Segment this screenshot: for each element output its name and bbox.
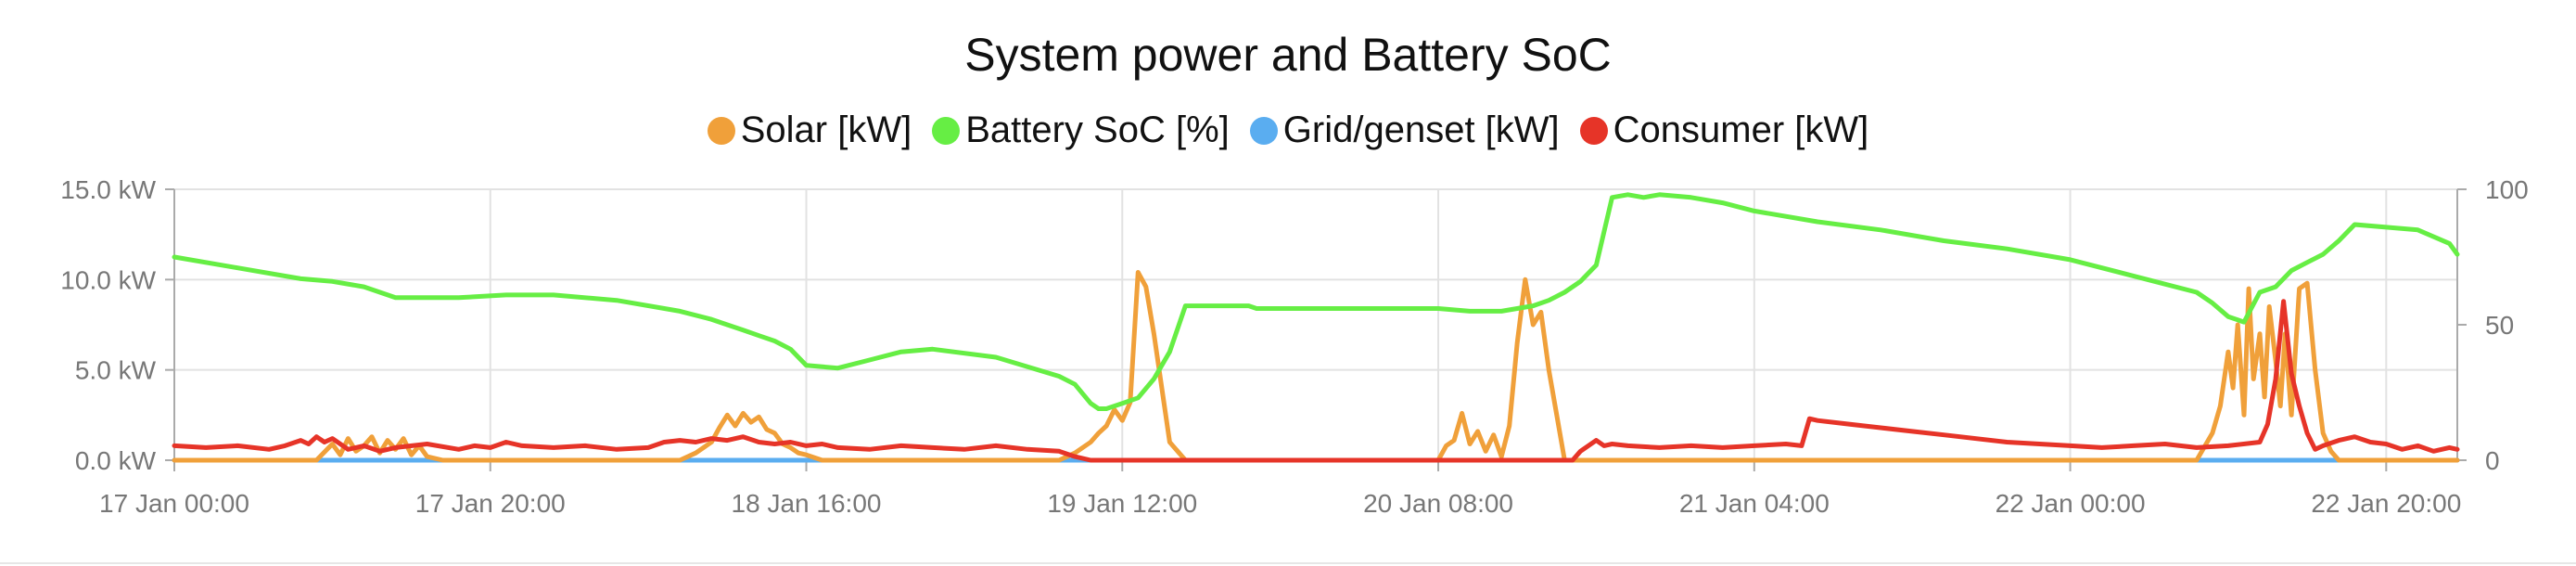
x-tick-label: 18 Jan 16:00 (732, 489, 882, 518)
legend-label-consumer: Consumer [kW] (1613, 109, 1869, 150)
legend-label-solar: Solar [kW] (740, 109, 912, 150)
x-tick-label: 19 Jan 12:00 (1047, 489, 1197, 518)
legend-label-battery-soc: Battery SoC [%] (965, 109, 1230, 150)
chart-title: System power and Battery SoC (964, 29, 1612, 81)
bottom-divider (0, 562, 2576, 564)
y-left-tick-label: 5.0 kW (75, 356, 157, 385)
legend-item-grid-genset[interactable]: Grid/genset [kW] (1249, 109, 1560, 151)
legend-swatch-solar (707, 116, 735, 145)
y-left-tick-label: 10.0 kW (60, 265, 156, 294)
x-tick-label: 22 Jan 20:00 (2311, 489, 2461, 518)
legend-swatch-consumer (1579, 116, 1608, 145)
x-tick-label: 20 Jan 08:00 (1363, 489, 1513, 518)
y-right-tick-label: 50 (2485, 311, 2514, 340)
legend-item-consumer[interactable]: Consumer [kW] (1579, 109, 1869, 151)
y-right-tick-label: 100 (2485, 175, 2529, 204)
legend-item-battery-soc[interactable]: Battery SoC [%] (932, 109, 1230, 151)
x-tick-label: 22 Jan 00:00 (1996, 489, 2146, 518)
x-tick-label: 21 Jan 04:00 (1679, 489, 1830, 518)
legend-swatch-grid-genset (1249, 116, 1278, 145)
y-right-tick-label: 0 (2485, 446, 2500, 475)
chart-legend: Solar [kW] Battery SoC [%] Grid/genset [… (0, 109, 2576, 151)
y-left-tick-label: 0.0 kW (75, 446, 157, 475)
series-line-battery-soc[interactable] (172, 192, 2460, 411)
series-line-consumer[interactable] (172, 299, 2460, 463)
legend-label-grid-genset: Grid/genset [kW] (1282, 109, 1560, 150)
x-tick-label: 17 Jan 20:00 (415, 489, 566, 518)
legend-item-solar[interactable]: Solar [kW] (707, 109, 912, 151)
series-line-solar[interactable] (172, 270, 2460, 463)
legend-swatch-battery-soc (932, 116, 961, 145)
y-left-tick-label: 15.0 kW (60, 175, 156, 204)
x-tick-label: 17 Jan 00:00 (99, 489, 249, 518)
